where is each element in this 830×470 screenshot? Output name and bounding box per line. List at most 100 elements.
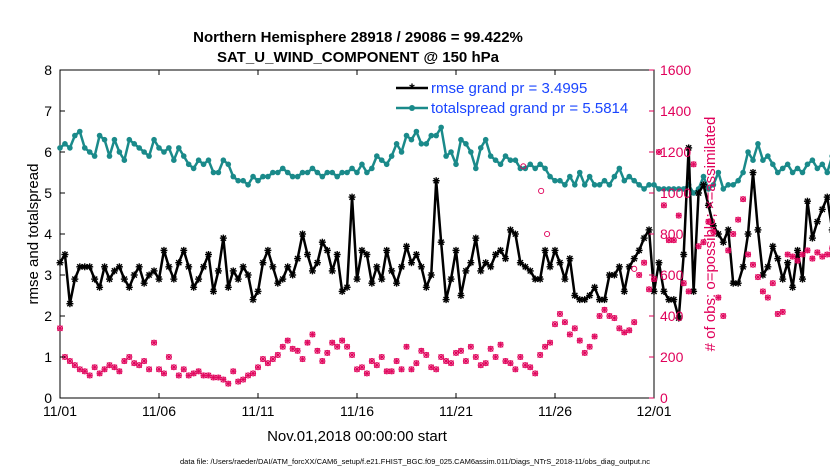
spread-point (136, 145, 142, 151)
rmse-point-stroke (190, 284, 197, 291)
spread-point (700, 173, 707, 180)
rmse-point-stroke (794, 247, 801, 254)
obs-assimilated-point (457, 347, 465, 354)
rmse-point-stroke (631, 255, 638, 262)
rmse-point-stroke (344, 284, 351, 291)
obs-assimilated-point (383, 368, 390, 375)
spread-point (542, 165, 548, 172)
spread-point (240, 177, 246, 184)
rmse-point-stroke (571, 292, 578, 299)
y-left-tick-label: 2 (44, 308, 52, 324)
rmse-point (61, 251, 69, 258)
spread-point (646, 182, 652, 188)
legend-rmse-label: rmse grand pr = 3.4995 (431, 80, 587, 97)
obs-assimilated-point (363, 370, 370, 377)
spread-point (171, 157, 177, 163)
rmse-point-stroke (700, 181, 707, 188)
spread-point (473, 165, 479, 172)
spread-point (156, 145, 162, 151)
obs-assimilated-point (794, 257, 801, 264)
spread-point (364, 169, 370, 176)
legend-rmse-marker: * (409, 80, 415, 96)
rmse-point-stroke (537, 276, 544, 283)
obs-assimilated-point (334, 343, 341, 350)
rmse-point-stroke (116, 263, 123, 270)
rmse-point (145, 271, 153, 279)
obs-possible-ring (314, 347, 321, 354)
rmse-point (581, 296, 589, 304)
rmse-point-stroke (804, 198, 811, 205)
x-tick-label: 11/06 (142, 403, 176, 419)
obs-assimilated-point (259, 355, 267, 363)
rmse-point (739, 263, 747, 271)
rmse-point (348, 193, 356, 201)
obs-assimilated-point (561, 319, 568, 326)
rmse-point-stroke (447, 276, 455, 283)
obs-assimilated-point (502, 358, 509, 365)
rmse-point (660, 287, 668, 295)
obs-possible-ring (378, 353, 385, 361)
obs-assimilated-point (784, 251, 791, 258)
rmse-point-stroke (601, 296, 608, 303)
obs-possible-ring (423, 351, 430, 359)
spread-point (86, 149, 93, 155)
rmse-point (620, 287, 628, 295)
spread-point (339, 169, 345, 176)
rmse-point (412, 251, 420, 258)
rmse-point-stroke (809, 235, 816, 242)
spread-point (532, 165, 538, 172)
obs-assimilated-point (799, 251, 806, 258)
legend-spread-marker (409, 105, 415, 111)
y-right-tick-label: 600 (660, 267, 684, 283)
spread-point (309, 165, 316, 172)
spread-point (517, 165, 524, 172)
rmse-point (140, 279, 148, 287)
rmse-point (477, 267, 485, 275)
rmse-point-stroke (304, 251, 311, 258)
rmse-point-stroke (126, 284, 133, 291)
rmse-point-stroke (586, 292, 593, 299)
spread-point (393, 141, 400, 147)
spread-point (225, 161, 232, 168)
obs-assimilated-point (467, 343, 474, 350)
rmse-point-stroke (363, 251, 370, 258)
rmse-point (506, 226, 514, 234)
rmse-point-stroke (443, 296, 450, 303)
spread-point (601, 177, 608, 184)
y-right-tick-label: 1400 (660, 103, 691, 119)
obs-assimilated-point (86, 372, 93, 379)
rmse-point-stroke (527, 267, 534, 274)
rmse-point-stroke (339, 288, 346, 295)
obs-assimilated-point (462, 358, 469, 365)
obs-possible-ring (467, 343, 474, 350)
spread-point (62, 141, 68, 147)
rmse-point (531, 275, 539, 283)
obs-assimilated-point (804, 247, 811, 254)
obs-assimilated-point (245, 372, 252, 379)
obs-assimilated-point (433, 366, 440, 373)
rmse-point (571, 292, 579, 299)
obs-possible-ring (220, 376, 227, 383)
obs-assimilated-point (670, 237, 677, 244)
rmse-point (244, 271, 252, 279)
spread-point (774, 169, 781, 176)
rmse-point-stroke (457, 292, 465, 299)
spread-point (151, 136, 157, 143)
rmse-point-stroke (581, 296, 588, 303)
obs-assimilated-point (824, 251, 830, 258)
rmse-point-stroke (81, 263, 88, 270)
rmse-point (170, 275, 178, 283)
rmse-point (808, 234, 816, 242)
rmse-point (635, 246, 643, 254)
obs-assimilated-point (472, 353, 479, 361)
spread-point (581, 182, 588, 188)
rmse-point (160, 246, 168, 254)
obs-assimilated-point (660, 202, 667, 209)
rmse-point (214, 267, 222, 275)
rmse-point-stroke (165, 263, 172, 270)
rmse-point-stroke (428, 271, 435, 279)
obs-assimilated-point (675, 212, 682, 219)
obs-possible-ring (136, 362, 143, 369)
rmse-point-stroke (715, 230, 722, 238)
obs-possible-ring (274, 351, 281, 359)
